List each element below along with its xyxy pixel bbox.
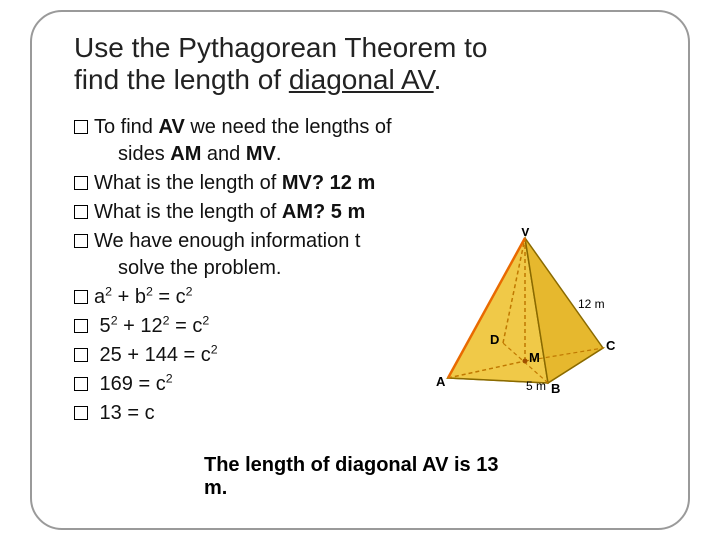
title-line2-suffix: . <box>434 64 442 95</box>
b7-s: 2 <box>211 343 218 357</box>
content-area: To find AV we need the lengths of sides … <box>74 114 660 429</box>
b5-s3: 2 <box>186 285 193 299</box>
meas-5m: 5 m <box>526 379 546 393</box>
pyramid-figure: V A B C D M 12 m 5 m <box>428 228 618 408</box>
title-line1: Use the Pythagorean Theorem to <box>74 32 488 63</box>
b5-s2: 2 <box>146 285 153 299</box>
b6-a: 5 <box>94 315 111 337</box>
answer-line2: m. <box>204 477 227 499</box>
label-b: B <box>551 381 560 396</box>
b1-mid: we need the lengths of <box>185 116 392 138</box>
checkbox-icon <box>74 234 88 248</box>
checkbox-icon <box>74 348 88 362</box>
checkbox-icon <box>74 406 88 420</box>
b3-overlap: AM? 5 m <box>282 201 365 223</box>
checkbox-icon <box>74 319 88 333</box>
slide-card: Use the Pythagorean Theorem to find the … <box>30 10 690 530</box>
b3-pre: What is the length of <box>94 201 282 223</box>
checkbox-icon <box>74 205 88 219</box>
b9-t: 13 = c <box>94 402 155 424</box>
b1-am: AM <box>170 143 201 165</box>
label-c: C <box>606 338 616 353</box>
b1-mv: MV <box>246 143 276 165</box>
meas-12m: 12 m <box>578 297 605 311</box>
b1-av: AV <box>158 116 184 138</box>
answer-line1: The length of diagonal AV is 13 <box>204 454 498 476</box>
title-underlined: diagonal AV <box>289 64 434 95</box>
pyramid-svg: V A B C D M 12 m 5 m <box>428 228 618 408</box>
label-d: D <box>490 332 499 347</box>
b4-line2: solve the problem. <box>96 257 281 279</box>
b1-line2-pre: sides <box>96 143 170 165</box>
bullet-1: To find AV we need the lengths of sides … <box>74 114 494 168</box>
b5-c: = c <box>153 286 186 308</box>
checkbox-icon <box>74 176 88 190</box>
label-m: M <box>529 350 540 365</box>
title-line2-prefix: find the length of <box>74 64 289 95</box>
b1-and: and <box>201 143 245 165</box>
checkbox-icon <box>74 120 88 134</box>
b7-t: 25 + 144 = c <box>94 344 211 366</box>
b2-overlap: MV? 12 m <box>282 172 375 194</box>
b6-c: = c <box>170 315 203 337</box>
b5-s1: 2 <box>105 285 112 299</box>
b6-s1: 2 <box>111 314 118 328</box>
b2-pre: What is the length of <box>94 172 282 194</box>
slide-title: Use the Pythagorean Theorem to find the … <box>74 32 660 96</box>
b1-pre: To find <box>94 116 158 138</box>
bullet-2: What is the length of MV? 12 m <box>74 170 494 197</box>
b4-line1: We have enough information t <box>94 230 360 252</box>
b5-b: + b <box>112 286 146 308</box>
b8-s: 2 <box>166 372 173 386</box>
label-v: V <box>521 228 530 239</box>
checkbox-icon <box>74 290 88 304</box>
b8-t: 169 = c <box>94 373 166 395</box>
b6-s2: 2 <box>163 314 170 328</box>
b5-a: a <box>94 286 105 308</box>
bullet-3: What is the length of AM? 5 m <box>74 199 494 226</box>
point-m <box>523 359 528 364</box>
b6-s3: 2 <box>202 314 209 328</box>
checkbox-icon <box>74 377 88 391</box>
b6-b: + 12 <box>118 315 163 337</box>
final-answer: The length of diagonal AV is 13 m. <box>204 454 498 500</box>
label-a: A <box>436 374 446 389</box>
bullet-9: 13 = c <box>74 400 155 427</box>
b1-end: . <box>276 143 282 165</box>
